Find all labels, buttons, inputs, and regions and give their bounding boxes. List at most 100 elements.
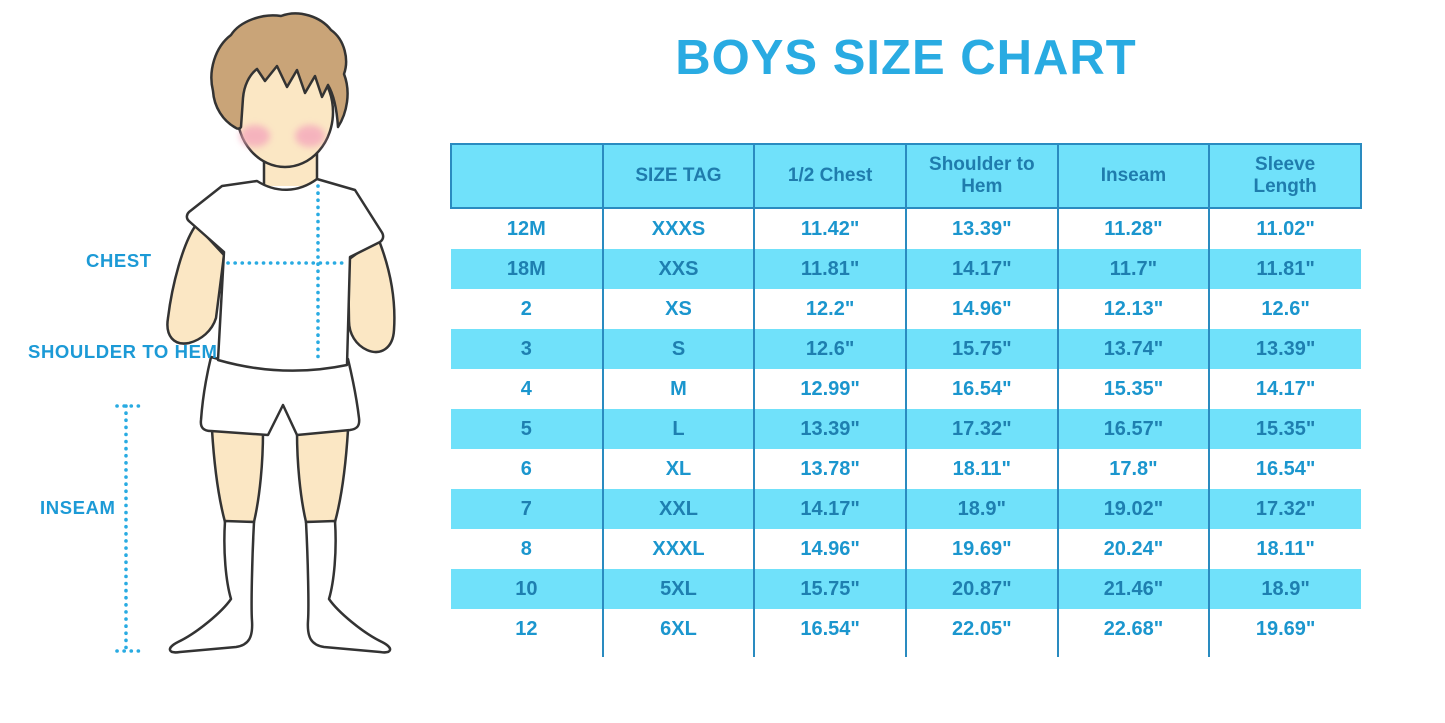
table-header-cell: Shoulder to Hem <box>904 143 1058 209</box>
table-cell: 22.68" <box>1056 609 1210 649</box>
table-cell: 11.7" <box>1056 249 1210 289</box>
table-cell: 14.17" <box>1208 369 1361 409</box>
table-cell: XXS <box>601 249 755 289</box>
table-cell: L <box>601 409 755 449</box>
table-cell: 8 <box>520 537 532 560</box>
table-row: 2 XS 12.2" 14.96" 12.13" 12.6" <box>451 289 1361 329</box>
table-cell: 6 <box>520 457 532 480</box>
table-cell: 16.57" <box>1056 409 1210 449</box>
table-cell: 19.69" <box>1208 609 1361 649</box>
table-row: 4 M 12.99" 16.54" 15.35" 14.17" <box>451 369 1361 409</box>
boy-arms <box>166 223 396 354</box>
table-cell: M <box>601 369 755 409</box>
table-cell: 20.87" <box>904 569 1058 609</box>
table-cell: 15.35" <box>1056 369 1210 409</box>
table-cell: 16.54" <box>1208 449 1361 489</box>
boy-legs <box>210 428 350 524</box>
divider-tail-row <box>451 649 1361 657</box>
table-cell: 17.32" <box>904 409 1058 449</box>
chest-label: CHEST <box>86 250 152 271</box>
divider-tail-cell <box>601 649 755 657</box>
table-header-cell: SIZE TAG <box>601 143 755 209</box>
table-cell: 16.54" <box>753 609 906 649</box>
table-cell: 14.17" <box>753 489 906 529</box>
table-cell: 13.39" <box>904 208 1058 249</box>
table-cell: 12.2" <box>753 289 906 329</box>
table-cell: 14.96" <box>753 529 906 569</box>
table-row: 12 6XL 16.54" 22.05" 22.68" 19.69" <box>451 609 1361 649</box>
boy-head <box>210 12 349 186</box>
table-cell: 11.02" <box>1208 208 1361 249</box>
table-cell: 13.78" <box>753 449 906 489</box>
table-cell: 14.17" <box>904 249 1058 289</box>
table-cell: XXXS <box>601 208 755 249</box>
table-cell: XL <box>601 449 755 489</box>
table-cell: 2 <box>520 297 532 320</box>
divider-tail-cell <box>451 649 603 657</box>
size-chart-table: SIZE TAG 1/2 Chest Shoulder to Hem Inseam Sl… <box>450 143 1362 657</box>
table-row: 18M XXS 11.81" 14.17" 11.7" 11.81" <box>451 249 1361 289</box>
table-cell: 15.35" <box>1208 409 1361 449</box>
boy-hair <box>210 12 349 130</box>
table-row: 10 5XL 15.75" 20.87" 21.46" 18.9" <box>451 569 1361 609</box>
table-cell: 18.9" <box>904 489 1058 529</box>
table-cell: 11.81" <box>1208 249 1361 289</box>
table-cell: 6XL <box>601 609 755 649</box>
table-cell: 12.13" <box>1056 289 1210 329</box>
table-cell: 15.75" <box>753 569 906 609</box>
table-row: 12M XXXS 11.42" 13.39" 11.28" 11.02" <box>451 208 1361 249</box>
boy-socks <box>168 519 392 654</box>
table-cell: XXL <box>601 489 755 529</box>
boy-cheek-left <box>240 125 270 147</box>
divider-tail-cell <box>904 649 1058 657</box>
table-cell: 19.02" <box>1056 489 1210 529</box>
divider-tail-cell <box>753 649 906 657</box>
divider-tail-cell <box>1208 649 1361 657</box>
table-cell: 17.8" <box>1056 449 1210 489</box>
table-cell: 18.11" <box>904 449 1058 489</box>
table-row: 3 S 12.6" 15.75" 13.74" 13.39" <box>451 329 1361 369</box>
table-cell: 11.28" <box>1056 208 1210 249</box>
table-cell: 20.24" <box>1056 529 1210 569</box>
table-cell: S <box>601 329 755 369</box>
table-row: 8 XXXL 14.96" 19.69" 20.24" 18.11" <box>451 529 1361 569</box>
table-cell: 18.9" <box>1208 569 1361 609</box>
table-cell: XXXL <box>601 529 755 569</box>
table-header-row: SIZE TAG 1/2 Chest Shoulder to Hem Inseam Sl… <box>450 143 1362 209</box>
boy-shirt <box>185 177 385 372</box>
table-row: 5 L 13.39" 17.32" 16.57" 15.35" <box>451 409 1361 449</box>
table-cell: 21.46" <box>1056 569 1210 609</box>
table-header-cell: Inseam <box>1056 143 1210 209</box>
table-cell: 18.11" <box>1208 529 1361 569</box>
table-cell: 18M <box>451 249 603 289</box>
table-cell: 12 <box>515 617 538 640</box>
table-header-cell: Sleeve Length <box>1208 143 1362 209</box>
table-cell: XS <box>601 289 755 329</box>
inseam-label: INSEAM <box>40 497 116 518</box>
table-cell: 5XL <box>601 569 755 609</box>
boy-cheek-right <box>295 125 325 147</box>
table-cell: 3 <box>451 329 603 369</box>
table-cell: 4 <box>520 377 532 400</box>
table-cell: 7 <box>451 489 603 529</box>
table-cell: 11.81" <box>753 249 906 289</box>
shoulder-to-hem-label: SHOULDER TO HEM <box>28 341 218 362</box>
table-cell: 14.96" <box>904 289 1058 329</box>
table-cell: 17.32" <box>1208 489 1361 529</box>
page-title: BOYS SIZE CHART <box>675 31 1137 85</box>
divider-tail-cell <box>1056 649 1210 657</box>
table-row: 7 XXL 14.17" 18.9" 19.02" 17.32" <box>451 489 1361 529</box>
table-cell: 16.54" <box>904 369 1058 409</box>
boy-illustration <box>115 12 396 654</box>
table-cell: 12.99" <box>753 369 906 409</box>
table-body: 12M XXXS 11.42" 13.39" 11.28" 11.02" 18M XXS 11.… <box>451 208 1361 649</box>
table-cell: 13.39" <box>753 409 906 449</box>
table-cell: 12M <box>506 217 546 240</box>
table-cell: 13.74" <box>1056 329 1210 369</box>
table-header-cell <box>450 143 603 209</box>
table-cell: 12.6" <box>753 329 906 369</box>
table-cell: 12.6" <box>1208 289 1361 329</box>
table-cell: 13.39" <box>1208 329 1361 369</box>
table-cell: 19.69" <box>904 529 1058 569</box>
